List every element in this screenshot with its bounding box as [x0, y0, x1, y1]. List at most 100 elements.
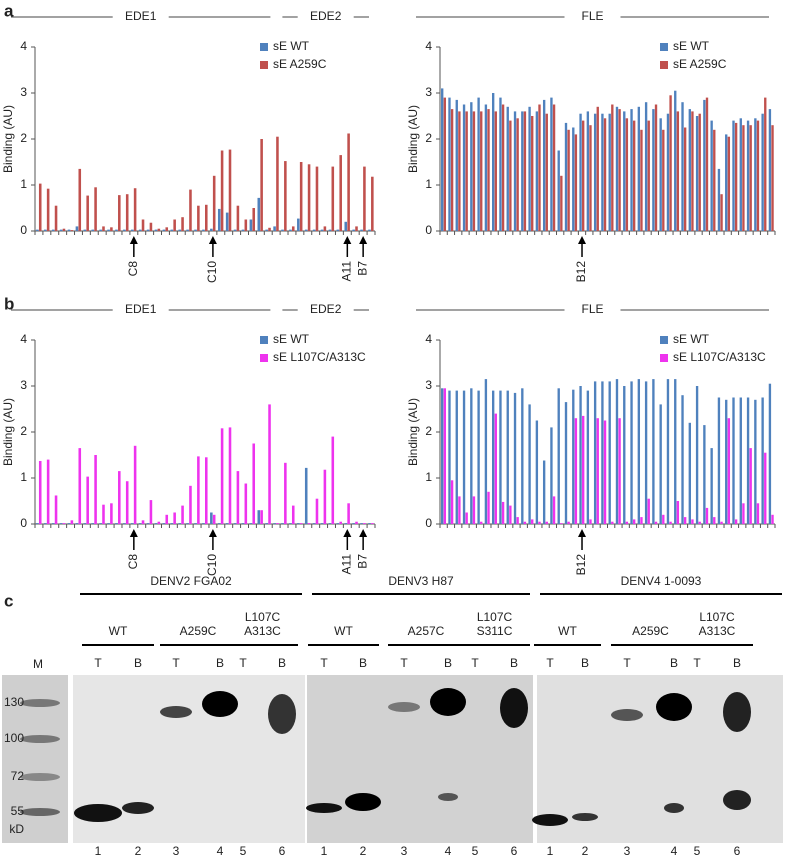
bar [70, 520, 74, 524]
construct-name: A257C [408, 624, 445, 638]
bar [44, 523, 47, 524]
legend-label: sE WT [273, 332, 310, 346]
lane-type: T [320, 656, 328, 670]
bar [669, 521, 672, 524]
bar [67, 229, 71, 231]
bar [506, 390, 509, 524]
bar [601, 113, 604, 231]
bar [170, 523, 174, 524]
bar [596, 418, 599, 524]
bar [603, 118, 607, 231]
lane-number: 6 [511, 844, 518, 858]
bar [360, 229, 363, 231]
bar [732, 397, 735, 524]
bar [94, 187, 97, 231]
bar [133, 445, 137, 524]
bar [241, 229, 245, 231]
marker-size: 130 [4, 695, 24, 709]
bar [323, 469, 327, 524]
bar [51, 229, 55, 231]
bar [695, 116, 699, 231]
bar [107, 523, 110, 524]
bar [328, 523, 332, 524]
bar [487, 109, 490, 231]
bar [567, 521, 570, 524]
bar [62, 228, 66, 231]
bar [289, 229, 292, 231]
bar [564, 402, 568, 524]
bar [739, 397, 742, 524]
bar [674, 90, 677, 231]
bar [328, 229, 332, 231]
lane-type: B [510, 656, 518, 670]
marker-unit: kD [9, 822, 24, 836]
bar [742, 503, 745, 524]
bar [138, 523, 142, 524]
bar [509, 120, 512, 231]
bar [756, 503, 760, 524]
bar [637, 379, 641, 524]
bar [249, 219, 253, 231]
bar [538, 521, 541, 524]
lane-number: 4 [671, 844, 678, 858]
bar [698, 113, 701, 231]
bar [746, 120, 750, 231]
bar [265, 229, 268, 231]
virus-name: DENV2 FGA02 [150, 574, 232, 588]
construct-name: A259C [180, 624, 217, 638]
bar [86, 195, 89, 231]
lane-type: T [94, 656, 102, 670]
bar [465, 111, 468, 231]
bar [764, 97, 767, 231]
bar [331, 166, 335, 231]
lane-type: T [172, 656, 180, 670]
bar [233, 229, 237, 231]
bar [284, 161, 287, 231]
bar [550, 97, 553, 231]
bar [586, 111, 590, 231]
bar [268, 227, 271, 231]
bar [630, 381, 633, 524]
bar [501, 501, 505, 524]
bar [217, 523, 221, 524]
bar [618, 418, 621, 524]
bar [742, 125, 745, 231]
bar [531, 116, 534, 231]
lane-number: 4 [217, 844, 224, 858]
bar [284, 462, 287, 524]
construct-name: L107C [699, 610, 735, 624]
legend-swatch [660, 61, 668, 69]
bar [99, 523, 102, 524]
bar [754, 399, 757, 524]
bar [659, 404, 662, 524]
lane-number: 5 [694, 844, 701, 858]
bar [202, 229, 205, 231]
y-tick-label: 4 [425, 39, 432, 53]
bar [38, 183, 42, 231]
bar [257, 510, 261, 524]
bar [210, 228, 213, 231]
bar [323, 226, 327, 231]
bar [225, 212, 229, 231]
bar [205, 457, 208, 524]
bar [54, 495, 58, 524]
bar [688, 109, 691, 231]
bar [228, 427, 232, 524]
bar [732, 120, 735, 231]
bar [480, 521, 483, 524]
bar [603, 420, 607, 524]
bar [312, 229, 316, 231]
bar [560, 175, 563, 231]
bar [676, 501, 680, 524]
bar [681, 102, 684, 231]
bar [233, 523, 237, 524]
bar [455, 390, 458, 524]
bar [705, 507, 709, 524]
bar [491, 390, 495, 524]
bar [281, 229, 284, 231]
bar [455, 99, 458, 232]
bar [754, 118, 757, 231]
bar [54, 205, 58, 231]
bar [210, 512, 213, 524]
lane-type: B [278, 656, 286, 670]
